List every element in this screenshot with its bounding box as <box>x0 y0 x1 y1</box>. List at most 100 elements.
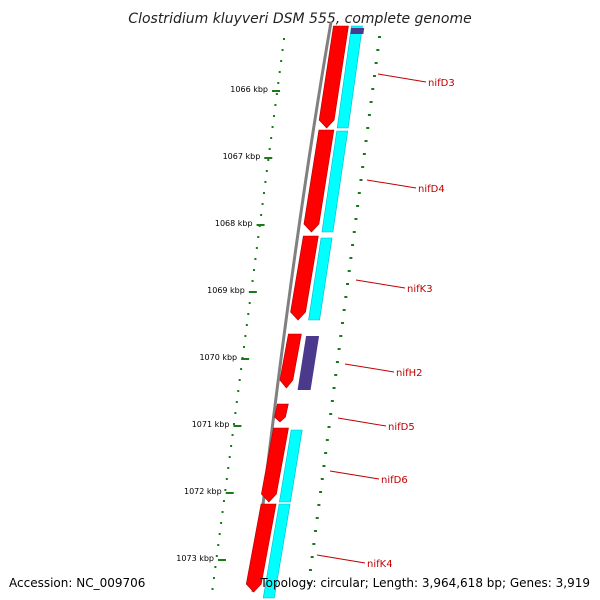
ruler-dot <box>372 75 376 77</box>
ruler-tick <box>264 157 273 159</box>
ruler-dot <box>277 82 280 84</box>
feature-layer <box>245 21 365 599</box>
ruler-dot <box>314 530 318 532</box>
ruler-tick <box>248 291 257 293</box>
ruler-dot <box>317 504 321 506</box>
ruler-dot <box>264 181 267 183</box>
ruler-tick <box>218 559 226 561</box>
ruler-dot <box>315 517 319 519</box>
ruler-dot <box>225 478 228 480</box>
ruler-dot <box>329 413 333 415</box>
ruler-tick-label: 1067 kbp <box>223 152 261 161</box>
ruler-dot <box>324 452 328 454</box>
ruler-dot <box>252 269 255 271</box>
ruler-dot <box>237 390 240 392</box>
ruler-dot <box>283 38 285 40</box>
ruler-dot <box>340 322 344 324</box>
ruler-dot <box>228 456 231 458</box>
ruler-dot <box>265 170 268 172</box>
ruler-tick <box>225 492 234 494</box>
ruler-dot <box>337 348 341 350</box>
ruler-dot <box>351 244 355 246</box>
ruler-dot <box>271 126 274 128</box>
forward-cds-block <box>245 503 277 593</box>
ruler-dot <box>362 153 366 155</box>
ruler-dot <box>268 148 271 150</box>
ruler-dot <box>214 566 217 568</box>
ruler-tick <box>256 224 265 226</box>
cds-match-block <box>262 503 291 599</box>
ruler-tick-label: 1066 kbp <box>230 85 268 94</box>
ruler-dot <box>356 205 360 207</box>
ruler-dot <box>312 543 316 545</box>
forward-cds-block <box>274 403 289 423</box>
ruler-dot <box>366 127 370 129</box>
gene-leader-line <box>366 179 417 189</box>
ruler-dot <box>255 247 258 249</box>
ruler-dot <box>342 309 346 311</box>
ruler-dot <box>376 49 380 51</box>
ruler-tick-label: 1071 kbp <box>192 420 230 429</box>
ruler-tick-label: 1073 kbp <box>176 554 214 563</box>
ruler-tick <box>272 90 280 92</box>
accession-text: Accession: NC_009706 <box>9 576 146 590</box>
ruler-dot <box>224 489 227 491</box>
forward-cds-block <box>318 25 349 129</box>
ruler-dot <box>231 434 234 436</box>
ruler-tick <box>241 358 250 360</box>
gene-leader-line <box>337 417 387 427</box>
cds-match-block <box>321 130 349 233</box>
ruler-dot <box>361 166 365 168</box>
ruler-tick-label: 1070 kbp <box>199 353 237 362</box>
gene-leader-line <box>329 470 380 480</box>
gene-leader-line <box>316 554 366 564</box>
gene-label: nifK4 <box>367 559 393 570</box>
ruler-dot <box>217 544 220 546</box>
other-feature-block <box>297 336 320 390</box>
ruler-dot <box>245 324 248 326</box>
ruler-tick-label: 1069 kbp <box>207 286 245 295</box>
ruler-dot <box>220 522 223 524</box>
other-feature-block <box>350 28 365 34</box>
ruler-dot <box>261 203 264 205</box>
ruler-dot <box>222 500 225 502</box>
backbone-arc <box>251 21 333 593</box>
ruler-tick <box>233 425 242 427</box>
ruler-dot <box>332 387 336 389</box>
forward-cds-block <box>261 427 289 503</box>
gene-leader-line <box>377 73 427 83</box>
ruler-dot <box>234 412 237 414</box>
ruler-dot <box>232 423 235 425</box>
ruler-dot <box>280 60 283 62</box>
ruler-dot <box>211 588 214 590</box>
ruler-dot <box>308 569 312 571</box>
ruler-dot <box>227 467 230 469</box>
ruler-dot <box>230 445 233 447</box>
ruler-tick-label: 1072 kbp <box>184 487 222 496</box>
ruler-dot <box>320 478 324 480</box>
ruler-dot <box>221 511 224 513</box>
ruler-dot <box>354 218 358 220</box>
ruler-dot <box>270 137 273 139</box>
gene-label: nifD5 <box>388 422 415 433</box>
gene-label: nifK3 <box>407 284 433 295</box>
forward-cds-block <box>290 235 319 321</box>
gene-label: nifD4 <box>418 184 445 195</box>
gene-label: nifH2 <box>396 368 423 379</box>
cds-match-block <box>308 237 333 321</box>
ruler-dot <box>242 346 245 348</box>
ruler-dot <box>335 361 339 363</box>
ruler-dot <box>248 302 251 304</box>
ruler-dot <box>367 114 371 116</box>
ruler-dot <box>322 465 326 467</box>
ruler-dot <box>347 270 351 272</box>
cds-match-block <box>279 429 303 503</box>
ruler-dot <box>257 236 260 238</box>
map-title: Clostridium kluyveri DSM 555, complete g… <box>128 11 471 27</box>
ruler-dot <box>359 179 363 181</box>
ruler-dot <box>274 104 277 106</box>
forward-cds-block <box>303 129 335 233</box>
ruler-dot <box>267 159 270 161</box>
